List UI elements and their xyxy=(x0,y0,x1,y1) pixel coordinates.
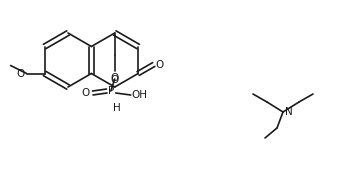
Text: O: O xyxy=(81,88,90,98)
Text: O: O xyxy=(111,75,119,85)
Text: O: O xyxy=(111,73,119,83)
Text: P: P xyxy=(108,86,114,96)
Text: N: N xyxy=(285,107,293,117)
Text: OH: OH xyxy=(132,90,148,100)
Text: O: O xyxy=(16,68,25,78)
Text: H: H xyxy=(113,103,120,113)
Text: O: O xyxy=(156,60,164,70)
